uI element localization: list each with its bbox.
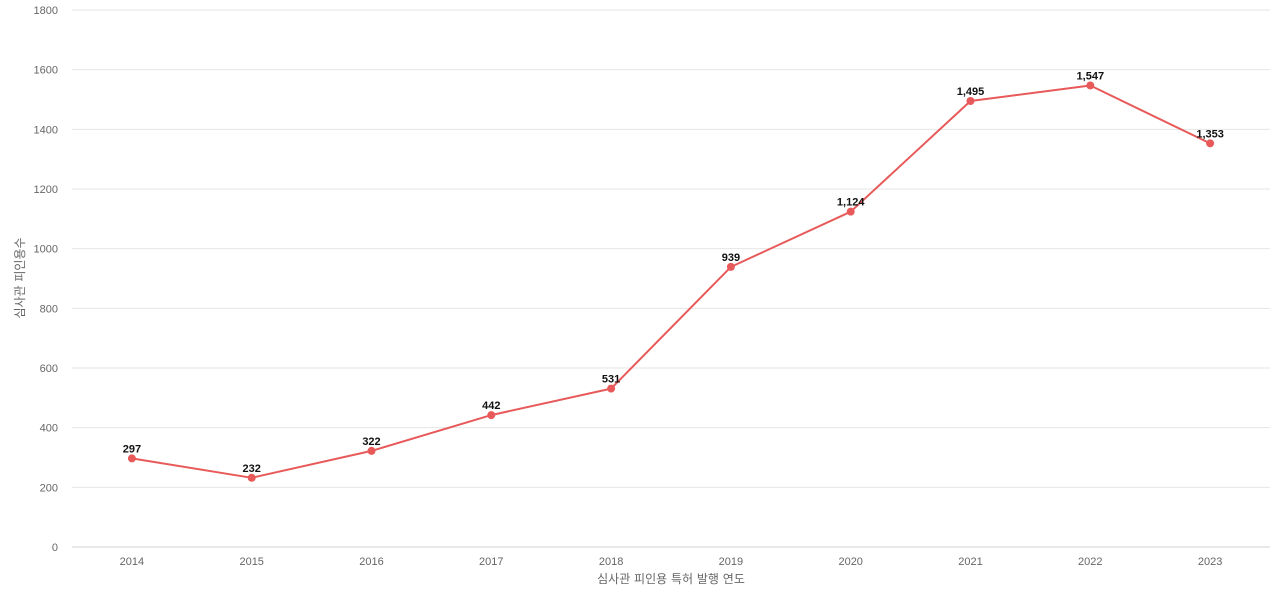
gridlines bbox=[72, 9, 1270, 548]
data-label: 1,547 bbox=[1077, 70, 1105, 82]
y-tick-label: 1400 bbox=[34, 124, 58, 136]
data-labels: 297 232 322 442 531 939 1,124 1,495 1,547 1,353 bbox=[123, 70, 1224, 474]
data-label: 297 bbox=[123, 443, 141, 455]
data-label: 442 bbox=[482, 400, 500, 412]
data-point bbox=[726, 262, 735, 271]
data-point bbox=[367, 446, 376, 455]
data-point bbox=[247, 473, 256, 482]
data-point bbox=[1206, 139, 1215, 148]
data-point bbox=[607, 384, 616, 393]
data-label: 939 bbox=[722, 252, 740, 264]
data-label: 531 bbox=[602, 374, 620, 386]
data-label: 232 bbox=[243, 463, 261, 475]
y-tick-label: 400 bbox=[40, 423, 58, 435]
data-point bbox=[966, 96, 975, 105]
x-tick-label: 2022 bbox=[1078, 556, 1102, 568]
x-tick-label: 2023 bbox=[1198, 556, 1222, 568]
x-tick-label: 2016 bbox=[359, 556, 383, 568]
y-tick-label: 200 bbox=[40, 482, 58, 494]
y-tick-label: 1800 bbox=[34, 5, 58, 17]
y-axis-ticks: 0 200 400 600 800 1000 1200 1400 1600 1800 bbox=[34, 5, 58, 554]
y-tick-label: 1600 bbox=[34, 65, 58, 77]
data-point bbox=[127, 454, 136, 463]
data-label: 1,124 bbox=[837, 197, 865, 209]
y-axis-title: 심사관 피인용수 bbox=[13, 237, 27, 318]
x-tick-label: 2018 bbox=[599, 556, 623, 568]
series-line bbox=[131, 84, 1211, 479]
x-tick-label: 2015 bbox=[239, 556, 263, 568]
x-axis-ticks: 2014 2015 2016 2017 2018 2019 2020 2021 2022 2023 bbox=[120, 556, 1223, 568]
y-tick-label: 1000 bbox=[34, 244, 58, 256]
x-tick-label: 2020 bbox=[838, 556, 862, 568]
x-tick-label: 2017 bbox=[479, 556, 503, 568]
y-tick-label: 0 bbox=[52, 542, 58, 554]
series-layer bbox=[127, 81, 1215, 482]
x-tick-label: 2021 bbox=[958, 556, 982, 568]
data-point bbox=[487, 411, 496, 420]
y-tick-label: 1200 bbox=[34, 184, 58, 196]
y-tick-label: 800 bbox=[40, 303, 58, 315]
data-label: 322 bbox=[362, 436, 380, 448]
x-tick-label: 2019 bbox=[719, 556, 743, 568]
x-axis-title: 심사관 피인용 특허 발행 연도 bbox=[597, 571, 745, 586]
data-label: 1,353 bbox=[1196, 128, 1224, 140]
x-tick-label: 2014 bbox=[120, 556, 144, 568]
data-point bbox=[846, 207, 855, 216]
data-label: 1,495 bbox=[957, 86, 985, 98]
y-tick-label: 600 bbox=[40, 363, 58, 375]
data-point bbox=[1086, 81, 1095, 90]
